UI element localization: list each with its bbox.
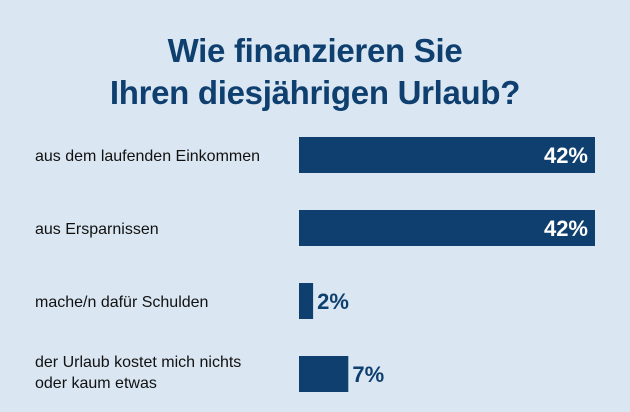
category-label-4-line-1: der Urlaub kostet mich nichts — [35, 354, 241, 371]
bar-3 — [299, 283, 314, 319]
bar-4 — [299, 356, 349, 392]
category-label-1-line-1: aus dem laufenden Einkommen — [35, 148, 260, 165]
bar-1 — [299, 137, 595, 173]
category-label-4: der Urlaub kostet mich nichts oder kaum e… — [35, 354, 241, 392]
category-label-1: aus dem laufenden Einkommen — [35, 148, 260, 165]
bar-2 — [299, 210, 595, 246]
chart-title-line-2: Ihren diesjährigen Urlaub? — [109, 74, 521, 111]
category-label-2-line-1: aus Ersparnissen — [35, 221, 159, 238]
category-label-3-line-1: mache/n dafür Schulden — [35, 294, 208, 311]
value-label-4: 7% — [352, 362, 384, 387]
category-label-3: mache/n dafür Schulden — [35, 294, 208, 311]
category-label-2: aus Ersparnissen — [35, 221, 159, 238]
value-label-3: 2% — [317, 289, 349, 314]
value-label-2: 42% — [544, 216, 588, 241]
value-label-1: 42% — [544, 143, 588, 168]
chart-title: Wie finanzieren Sie Ihren diesjährigen U… — [0, 30, 630, 114]
category-label-4-line-2: oder kaum etwas — [35, 375, 157, 392]
chart-title-line-1: Wie finanzieren Sie — [167, 32, 463, 69]
